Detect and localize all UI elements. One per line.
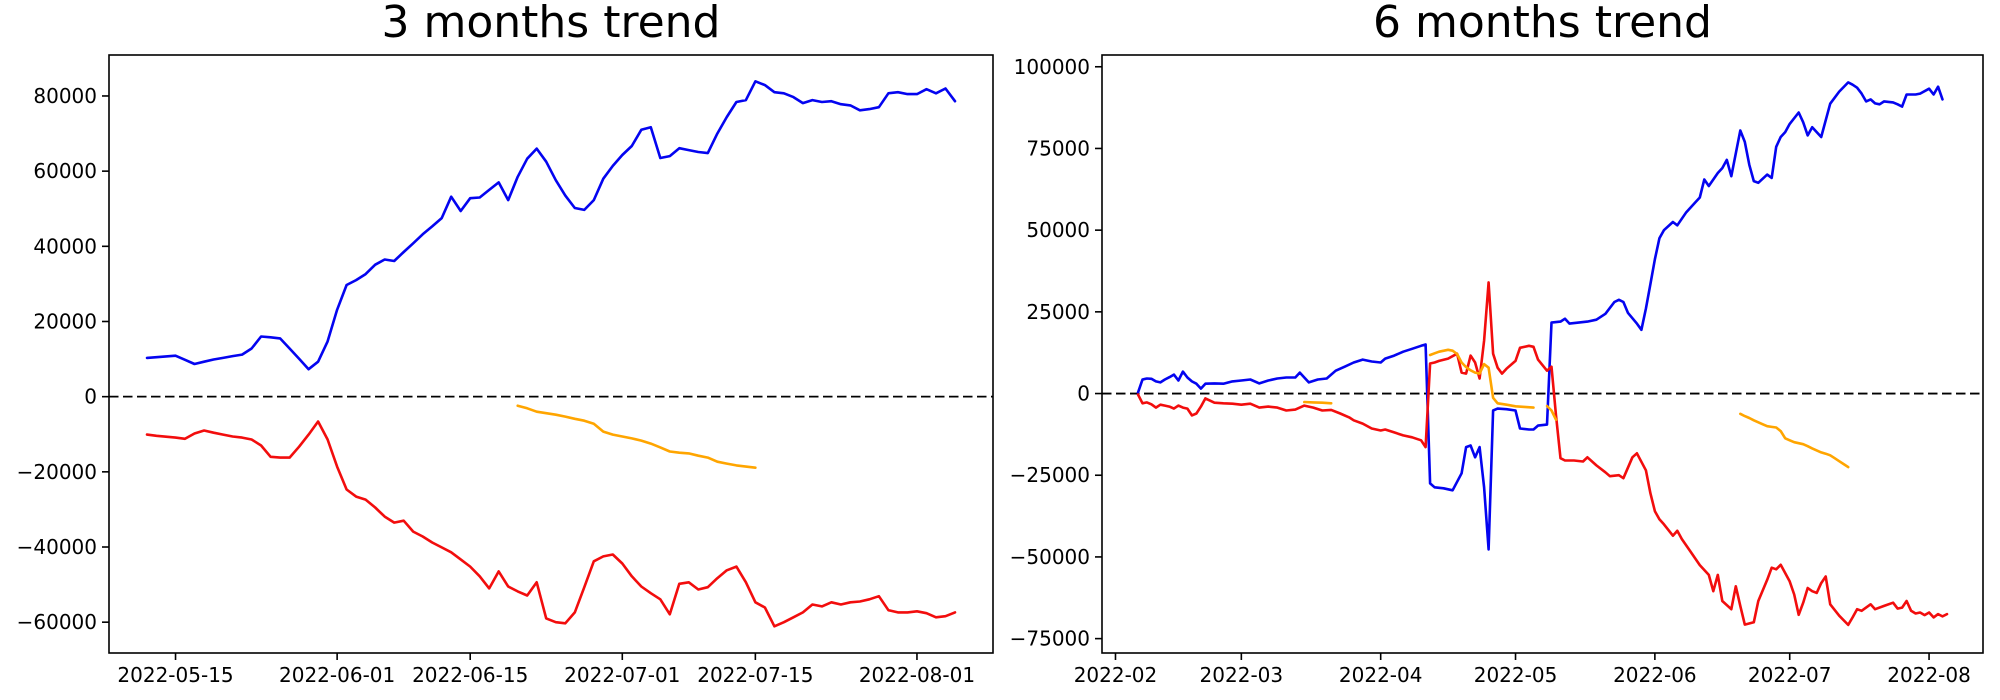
y-tick-label: 0 xyxy=(84,385,97,409)
series-line-orange xyxy=(516,404,757,470)
series-line-orange xyxy=(1739,412,1850,469)
chart-title-6-months: 6 months trend xyxy=(1373,0,1712,48)
x-tick-label: 2022-08 xyxy=(1887,663,1971,687)
y-tick-label: −75000 xyxy=(1010,627,1090,651)
y-tick-label: −25000 xyxy=(1010,463,1090,487)
y-tick-label: −50000 xyxy=(1010,545,1090,569)
x-tick-label: 2022-08-01 xyxy=(859,663,975,687)
y-tick-label: 0 xyxy=(1077,382,1090,406)
x-tick-label: 2022-02 xyxy=(1074,663,1158,687)
y-tick-label: −60000 xyxy=(17,610,97,634)
y-tick-label: 20000 xyxy=(33,309,97,333)
y-tick-label: 75000 xyxy=(1026,136,1090,160)
x-tick-label: 2022-03 xyxy=(1200,663,1284,687)
x-tick-label: 2022-04 xyxy=(1339,663,1423,687)
x-tick-label: 2022-05-15 xyxy=(117,663,233,687)
plot-border xyxy=(1101,54,1984,654)
series-line-red xyxy=(145,420,957,628)
y-tick-label: 25000 xyxy=(1026,300,1090,324)
y-tick-label: 50000 xyxy=(1026,218,1090,242)
x-tick-label: 2022-05 xyxy=(1474,663,1558,687)
chart-6-months: 100000 75000 50000 25000 0 −25000 −50000 −75000… xyxy=(1010,54,1984,687)
series-line-orange xyxy=(1303,400,1333,405)
x-tick-label: 2022-06 xyxy=(1613,663,1697,687)
y-tick-label: −40000 xyxy=(17,535,97,559)
y-tick-label: 60000 xyxy=(33,159,97,183)
chart-title-3-months: 3 months trend xyxy=(381,0,721,48)
plot-border xyxy=(108,54,994,654)
y-tick-label: 100000 xyxy=(1014,55,1090,79)
chart-3-months: 80000 60000 40000 20000 0 −20000 −40000 −60000 2… xyxy=(17,54,994,687)
series-line-orange xyxy=(1428,348,1535,409)
y-tick-label: 80000 xyxy=(33,84,97,108)
x-tick-label: 2022-06-15 xyxy=(412,663,528,687)
series-line-red xyxy=(1136,281,1949,627)
x-tick-label: 2022-07 xyxy=(1748,663,1832,687)
y-tick-label: −20000 xyxy=(17,460,97,484)
x-tick-label: 2022-07-15 xyxy=(697,663,813,687)
series-line-blue xyxy=(145,80,957,371)
x-tick-label: 2022-06-01 xyxy=(279,663,395,687)
series-line-blue xyxy=(1136,81,1944,551)
series-line-orange xyxy=(1545,404,1558,422)
x-tick-label: 2022-07-01 xyxy=(564,663,680,687)
y-tick-label: 40000 xyxy=(33,234,97,258)
